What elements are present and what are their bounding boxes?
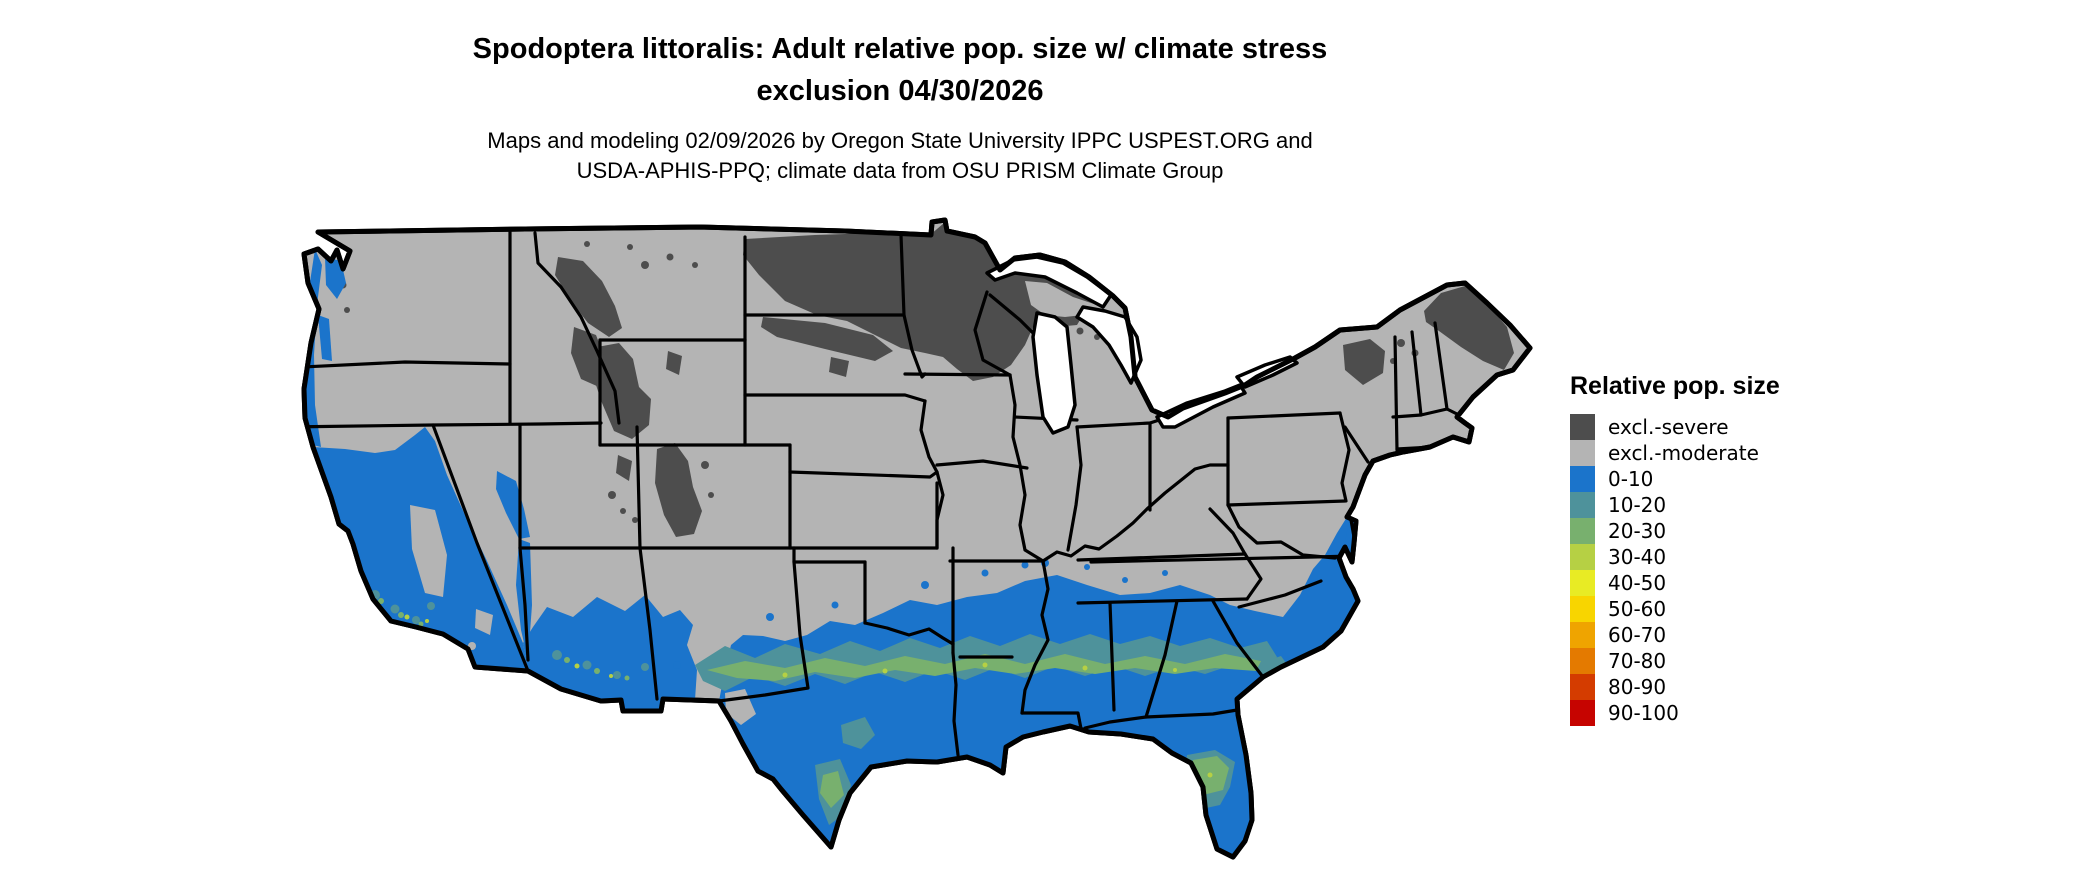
legend-label: 80-90 bbox=[1608, 675, 1667, 699]
legend-item: 80-90 bbox=[1570, 674, 1830, 700]
us-outline-stroke bbox=[301, 217, 1533, 860]
legend-item: 50-60 bbox=[1570, 596, 1830, 622]
legend-swatch-excl-severe bbox=[1570, 414, 1595, 440]
us-map-svg bbox=[301, 217, 1533, 860]
legend-swatch-60-70 bbox=[1570, 622, 1595, 648]
legend-label: 60-70 bbox=[1608, 623, 1667, 647]
legend-label: 40-50 bbox=[1608, 571, 1667, 595]
legend-item: 0-10 bbox=[1570, 466, 1830, 492]
legend-item: 40-50 bbox=[1570, 570, 1830, 596]
legend-item: excl.-severe bbox=[1570, 414, 1830, 440]
legend-label: 50-60 bbox=[1608, 597, 1667, 621]
legend-swatch-50-60 bbox=[1570, 596, 1595, 622]
legend-item: 30-40 bbox=[1570, 544, 1830, 570]
title-block: Spodoptera littoralis: Adult relative po… bbox=[150, 28, 1650, 186]
legend-swatch-0-10 bbox=[1570, 466, 1595, 492]
legend-item: 70-80 bbox=[1570, 648, 1830, 674]
map-subtitle: Maps and modeling 02/09/2026 by Oregon S… bbox=[150, 126, 1650, 186]
legend-label: 20-30 bbox=[1608, 519, 1667, 543]
legend-label: 90-100 bbox=[1608, 701, 1679, 725]
legend-label: excl.-severe bbox=[1608, 415, 1729, 439]
region-30-40 bbox=[404, 614, 1213, 778]
map-title-line1: Spodoptera littoralis: Adult relative po… bbox=[472, 33, 1328, 65]
legend-label: 30-40 bbox=[1608, 545, 1667, 569]
legend-item: 60-70 bbox=[1570, 622, 1830, 648]
legend-swatch-20-30 bbox=[1570, 518, 1595, 544]
legend-item: 20-30 bbox=[1570, 518, 1830, 544]
map-title-line2: exclusion 04/30/2026 bbox=[756, 75, 1044, 107]
legend-label: 70-80 bbox=[1608, 649, 1667, 673]
legend: Relative pop. size excl.-severe excl.-mo… bbox=[1570, 372, 1830, 726]
legend-swatch-40-50 bbox=[1570, 570, 1595, 596]
legend-swatch-30-40 bbox=[1570, 544, 1595, 570]
legend-item: 90-100 bbox=[1570, 700, 1830, 726]
legend-swatch-70-80 bbox=[1570, 648, 1595, 674]
lake-huron bbox=[1075, 305, 1143, 385]
legend-label: 10-20 bbox=[1608, 493, 1667, 517]
map-subtitle-line2: USDA-APHIS-PPQ; climate data from OSU PR… bbox=[576, 158, 1224, 183]
legend-item: excl.-moderate bbox=[1570, 440, 1830, 466]
legend-label: 0-10 bbox=[1608, 467, 1654, 491]
legend-swatch-10-20 bbox=[1570, 492, 1595, 518]
lake-michigan bbox=[1031, 311, 1077, 435]
legend-swatch-80-90 bbox=[1570, 674, 1595, 700]
legend-label: excl.-moderate bbox=[1608, 441, 1759, 465]
legend-swatch-excl-moderate bbox=[1570, 440, 1595, 466]
map-title: Spodoptera littoralis: Adult relative po… bbox=[150, 28, 1650, 112]
map-subtitle-line1: Maps and modeling 02/09/2026 by Oregon S… bbox=[487, 128, 1313, 153]
legend-swatch-90-100 bbox=[1570, 700, 1595, 726]
us-map bbox=[225, 165, 1575, 892]
legend-item: 10-20 bbox=[1570, 492, 1830, 518]
legend-title: Relative pop. size bbox=[1570, 372, 1780, 400]
